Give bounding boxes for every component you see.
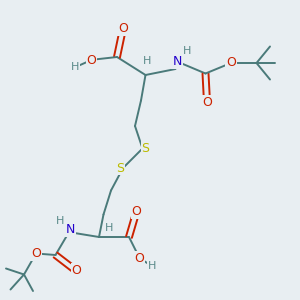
- Text: H: H: [183, 46, 192, 56]
- Text: H: H: [143, 56, 151, 67]
- Text: O: O: [202, 95, 212, 109]
- Text: H: H: [148, 261, 156, 272]
- Text: O: O: [87, 53, 96, 67]
- Text: O: O: [118, 22, 128, 35]
- Text: O: O: [72, 263, 81, 277]
- Text: H: H: [56, 215, 64, 226]
- Text: H: H: [105, 223, 114, 233]
- Text: S: S: [142, 142, 149, 155]
- Text: O: O: [31, 247, 41, 260]
- Text: S: S: [116, 161, 124, 175]
- Text: O: O: [135, 251, 144, 265]
- Text: N: N: [66, 223, 75, 236]
- Text: N: N: [172, 55, 182, 68]
- Text: O: O: [226, 56, 236, 70]
- Text: O: O: [132, 205, 141, 218]
- Text: H: H: [71, 62, 79, 73]
